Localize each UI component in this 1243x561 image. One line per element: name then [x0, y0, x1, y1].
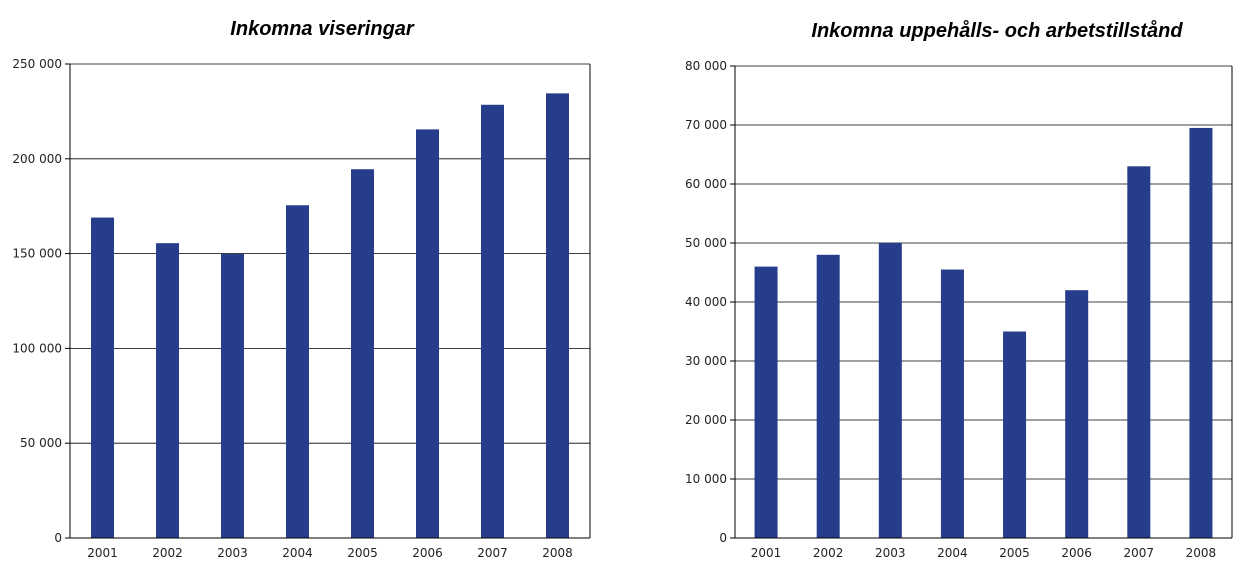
x-tick-label: 2003 [875, 546, 906, 560]
y-tick-label: 40 000 [685, 295, 727, 309]
bar-2006 [416, 129, 439, 539]
y-tick-label: 200 000 [12, 152, 62, 166]
x-tick-label: 2002 [813, 546, 844, 560]
bar-2005 [1003, 331, 1027, 538]
bar-2004 [286, 205, 309, 538]
y-tick-label: 50 000 [20, 436, 62, 450]
chart-title: Inkomna uppehålls- och arbetstillstånd [811, 19, 1183, 42]
chart-incoming-visas: Inkomna viseringar 0 50 000 100 000 150 000 2… [12, 18, 591, 560]
x-tick-label: 2001 [751, 546, 782, 560]
y-tick-label: 70 000 [685, 118, 727, 132]
bar-2004 [940, 269, 964, 538]
y-tick-label: 30 000 [685, 354, 727, 368]
bar-2002 [816, 254, 840, 539]
chart-title: Inkomna viseringar [230, 18, 415, 40]
y-tick-label: 250 000 [12, 57, 62, 71]
x-tick-label: 2003 [217, 546, 248, 560]
bar-2008 [1189, 127, 1213, 538]
bar-2008 [546, 93, 569, 538]
x-tick-label: 2001 [87, 546, 118, 560]
bar-2007 [1127, 166, 1151, 539]
y-tick-label: 100 000 [12, 341, 62, 355]
x-tick-label: 2006 [412, 546, 443, 560]
x-tick-label: 2007 [1124, 546, 1155, 560]
bar-2001 [91, 217, 114, 539]
x-tick-label: 2004 [937, 546, 968, 560]
x-tick-label: 2008 [542, 546, 573, 560]
bar-2006 [1065, 290, 1089, 538]
bar-2001 [754, 266, 778, 538]
chart-incoming-residence-work-permits: Inkomna uppehålls- och arbetstillstånd 0 1… [685, 19, 1233, 560]
y-tick-label: 80 000 [685, 59, 727, 73]
bar-2007 [481, 104, 504, 538]
y-tick-label: 10 000 [685, 472, 727, 486]
bar-2003 [878, 243, 902, 538]
y-tick-label: 60 000 [685, 177, 727, 191]
y-tick-label: 20 000 [685, 413, 727, 427]
x-tick-label: 2008 [1186, 546, 1217, 560]
y-tick-label: 0 [54, 531, 62, 545]
x-tick-label: 2005 [999, 546, 1030, 560]
x-tick-label: 2002 [152, 546, 183, 560]
x-tick-label: 2006 [1061, 546, 1092, 560]
x-tick-label: 2007 [477, 546, 508, 560]
y-tick-label: 150 000 [12, 247, 62, 261]
x-tick-label: 2005 [347, 546, 378, 560]
x-tick-label: 2004 [282, 546, 313, 560]
bar-2003 [221, 253, 244, 539]
bar-2002 [156, 243, 179, 538]
y-tick-label: 50 000 [685, 236, 727, 250]
y-tick-label: 0 [719, 531, 727, 545]
bar-2005 [351, 169, 374, 538]
